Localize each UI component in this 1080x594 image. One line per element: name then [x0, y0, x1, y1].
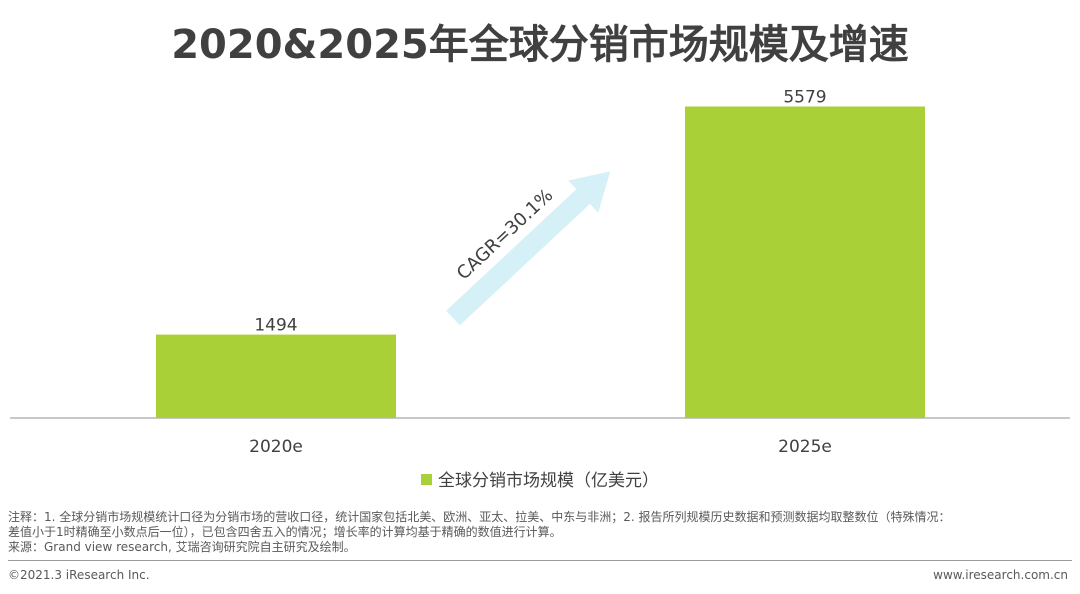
footnote: 注释：1. 全球分销市场规模统计口径为分销市场的营收口径，统计国家包括北美、欧洲… — [8, 510, 1072, 555]
website-text: www.iresearch.com.cn — [933, 568, 1068, 582]
bar-2020e — [156, 334, 396, 418]
note-line-1: 注释：1. 全球分销市场规模统计口径为分销市场的营收口径，统计国家包括北美、欧洲… — [8, 510, 951, 524]
note-line-2: 差值小于1时精确至小数点后一位），已包含四舍五入的情况；增长率的计算均基于精确的… — [8, 525, 562, 539]
cagr-arrow: CAGR=30.1% — [446, 171, 611, 326]
page-title: 2020&2025年全球分销市场规模及增速 — [171, 22, 909, 68]
footer-divider — [8, 560, 1072, 561]
legend-label: 全球分销市场规模（亿美元） — [438, 471, 659, 491]
chart-legend: 全球分销市场规模（亿美元） — [0, 466, 1080, 491]
bar-2025e — [685, 106, 925, 419]
copyright-text: ©2021.3 iResearch Inc. — [8, 568, 150, 582]
data-label-2025e: 5579 — [783, 88, 826, 108]
source-line: 来源：Grand view research, 艾瑞咨询研究院自主研究及绘制。 — [8, 540, 356, 554]
arrow-shape — [446, 171, 611, 326]
data-label-2020e: 1494 — [254, 316, 297, 336]
legend-swatch — [421, 473, 432, 485]
bar-chart: CAGR=30.1% 1494 2020e 5579 2025e — [10, 88, 1070, 457]
x-tick-label-2020e: 2020e — [249, 437, 303, 457]
x-tick-label-2025e: 2025e — [778, 437, 832, 457]
